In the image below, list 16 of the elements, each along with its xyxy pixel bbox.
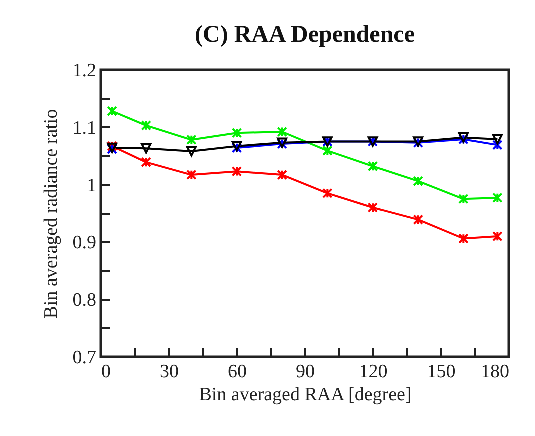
y-tick-label: 0.7: [72, 348, 96, 368]
x-tick-label: 180: [481, 362, 510, 382]
x-tick-label: 90: [296, 362, 315, 382]
x-tick-label: 150: [427, 362, 456, 382]
chart-title: (C) RAA Dependence: [195, 22, 416, 48]
x-tick-label: 60: [228, 362, 247, 382]
y-tick-label: 1.1: [72, 118, 96, 139]
y-tick-label: 1.2: [72, 60, 96, 82]
y-tick-label: 0.9: [72, 232, 96, 254]
y-tick-label: 0.8: [72, 290, 96, 312]
x-axis-title: Bin averaged RAA [degree]: [199, 384, 412, 406]
x-tick-label: 0: [102, 362, 111, 382]
y-axis-title: Bin averaged radiance ratio: [40, 109, 62, 319]
x-tick-label: 120: [359, 362, 388, 382]
x-tick-label: 30: [160, 362, 179, 382]
y-tick-label: 1: [87, 175, 96, 196]
